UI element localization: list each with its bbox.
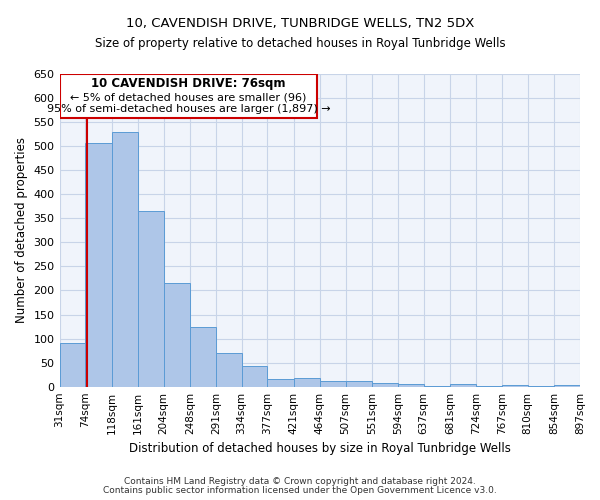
Bar: [372, 383, 398, 386]
Text: 10 CAVENDISH DRIVE: 76sqm: 10 CAVENDISH DRIVE: 76sqm: [91, 77, 286, 90]
Bar: [164, 284, 190, 387]
Bar: [242, 366, 268, 386]
Text: 10, CAVENDISH DRIVE, TUNBRIDGE WELLS, TN2 5DX: 10, CAVENDISH DRIVE, TUNBRIDGE WELLS, TN…: [126, 18, 474, 30]
Bar: [137, 211, 164, 386]
Bar: [294, 378, 320, 386]
Bar: [59, 74, 317, 118]
Text: Contains public sector information licensed under the Open Government Licence v3: Contains public sector information licen…: [103, 486, 497, 495]
Bar: [502, 385, 528, 386]
Bar: [85, 143, 112, 386]
Bar: [320, 381, 346, 386]
Bar: [59, 344, 85, 386]
Bar: [112, 132, 137, 386]
Bar: [190, 326, 216, 386]
Bar: [216, 353, 242, 386]
Y-axis label: Number of detached properties: Number of detached properties: [15, 138, 28, 324]
Text: Size of property relative to detached houses in Royal Tunbridge Wells: Size of property relative to detached ho…: [95, 38, 505, 51]
Bar: [346, 381, 372, 386]
X-axis label: Distribution of detached houses by size in Royal Tunbridge Wells: Distribution of detached houses by size …: [129, 442, 511, 455]
Bar: [268, 380, 294, 386]
Text: Contains HM Land Registry data © Crown copyright and database right 2024.: Contains HM Land Registry data © Crown c…: [124, 477, 476, 486]
Bar: [398, 384, 424, 386]
Text: ← 5% of detached houses are smaller (96): ← 5% of detached houses are smaller (96): [70, 92, 307, 102]
Bar: [554, 385, 580, 386]
Text: 95% of semi-detached houses are larger (1,897) →: 95% of semi-detached houses are larger (…: [47, 104, 330, 115]
Bar: [450, 384, 476, 386]
